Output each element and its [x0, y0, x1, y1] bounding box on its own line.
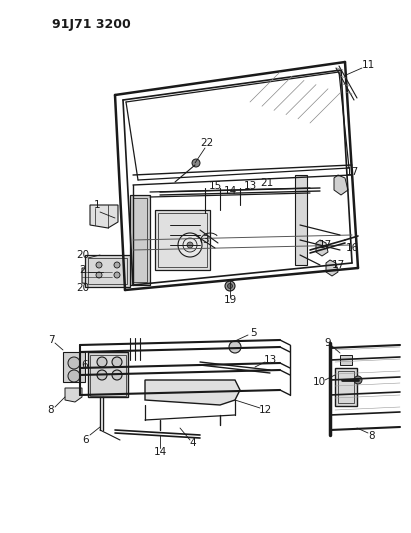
- Bar: [295, 175, 307, 265]
- Circle shape: [68, 357, 80, 369]
- Circle shape: [228, 284, 233, 288]
- Polygon shape: [65, 388, 82, 402]
- Circle shape: [97, 370, 107, 380]
- Text: 4: 4: [190, 438, 196, 448]
- Text: 15: 15: [208, 181, 222, 191]
- Bar: [130, 195, 150, 285]
- Polygon shape: [82, 268, 112, 285]
- Circle shape: [187, 242, 193, 248]
- Polygon shape: [90, 205, 118, 228]
- Text: 11: 11: [361, 60, 374, 70]
- Text: 14: 14: [153, 447, 166, 457]
- Polygon shape: [326, 260, 338, 276]
- Text: 7: 7: [48, 335, 54, 345]
- Text: 5: 5: [250, 328, 256, 338]
- Polygon shape: [145, 380, 240, 405]
- Circle shape: [178, 233, 202, 257]
- Bar: [88, 352, 128, 397]
- Text: 1: 1: [94, 200, 100, 210]
- Text: 21: 21: [261, 178, 274, 188]
- Text: 17: 17: [331, 260, 345, 270]
- Text: 19: 19: [223, 295, 237, 305]
- Circle shape: [354, 376, 362, 384]
- Bar: [85, 255, 130, 287]
- Bar: [90, 355, 126, 396]
- Circle shape: [229, 341, 241, 353]
- Bar: [340, 355, 352, 365]
- Bar: [63, 352, 85, 382]
- Text: 10: 10: [312, 377, 326, 387]
- Circle shape: [97, 357, 107, 367]
- Polygon shape: [316, 240, 328, 256]
- Circle shape: [96, 262, 102, 268]
- Text: 16: 16: [345, 243, 359, 253]
- Bar: [335, 368, 357, 406]
- Text: 17: 17: [319, 240, 332, 250]
- Circle shape: [114, 262, 120, 268]
- Bar: [88, 258, 127, 284]
- Text: 91J71 3200: 91J71 3200: [52, 18, 131, 31]
- Bar: [338, 371, 354, 403]
- Bar: [133, 198, 147, 282]
- Circle shape: [96, 272, 102, 278]
- Polygon shape: [334, 175, 348, 195]
- Text: 8: 8: [48, 405, 54, 415]
- Text: 12: 12: [259, 405, 272, 415]
- Circle shape: [225, 281, 235, 291]
- Text: 17: 17: [345, 167, 359, 177]
- Circle shape: [114, 272, 120, 278]
- Text: 14: 14: [223, 186, 237, 196]
- Circle shape: [112, 357, 122, 367]
- Text: 2: 2: [80, 265, 86, 275]
- Text: 22: 22: [201, 138, 214, 148]
- Bar: [155, 210, 210, 270]
- Text: 6: 6: [82, 360, 88, 370]
- Text: 6: 6: [83, 435, 89, 445]
- Circle shape: [68, 370, 80, 382]
- Text: 20: 20: [76, 250, 90, 260]
- Text: 3: 3: [202, 235, 208, 245]
- Text: 13: 13: [263, 355, 277, 365]
- Text: 20: 20: [76, 283, 90, 293]
- Text: 13: 13: [243, 181, 256, 191]
- Text: 8: 8: [369, 431, 375, 441]
- Circle shape: [192, 159, 200, 167]
- Bar: [158, 213, 207, 267]
- Text: 9: 9: [325, 338, 331, 348]
- Circle shape: [112, 370, 122, 380]
